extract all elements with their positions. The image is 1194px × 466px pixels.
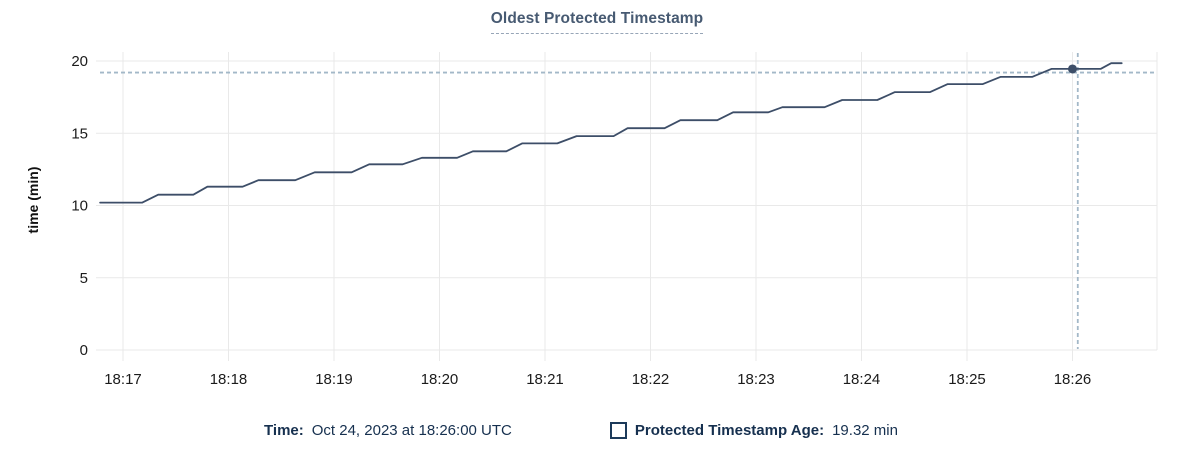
x-tick-label: 18:22 <box>632 371 670 388</box>
tooltip-age-value: 19.32 min <box>832 422 898 439</box>
x-tick-label: 18:18 <box>210 371 248 388</box>
chart-title: Oldest Protected Timestamp <box>490 10 704 34</box>
y-tick-label: 10 <box>71 198 88 215</box>
y-axis-title: time (min) <box>25 167 41 234</box>
y-tick-label: 20 <box>71 53 88 70</box>
x-tick-label: 18:19 <box>315 371 353 388</box>
x-tick-label: 18:24 <box>843 371 881 388</box>
highlight-point[interactable] <box>1068 64 1077 74</box>
x-tick-label: 18:20 <box>421 371 459 388</box>
data-line-protected-timestamp-age <box>99 62 1123 204</box>
x-tick-label: 18:17 <box>104 371 142 388</box>
tooltip-time-label: Time: <box>264 422 304 439</box>
x-tick-label: 18:21 <box>526 371 564 388</box>
chart-title-wrap: Oldest Protected Timestamp <box>0 10 1194 34</box>
tooltip-time-group: Time: Oct 24, 2023 at 18:26:00 UTC <box>264 422 512 439</box>
line-chart[interactable]: 0 5 10 15 20 18:17 18:18 18:19 18:20 18:21 18:22 18… <box>0 0 1194 400</box>
y-tick-label: 5 <box>80 270 88 287</box>
x-tick-label: 18:23 <box>737 371 775 388</box>
x-tick-label: 18:26 <box>1054 371 1092 388</box>
chart-tooltip-legend: Time: Oct 24, 2023 at 18:26:00 UTC Prote… <box>0 422 1178 439</box>
x-tick-label: 18:25 <box>948 371 986 388</box>
tooltip-age-label: Protected Timestamp Age: <box>634 422 825 439</box>
tooltip-age-group: Protected Timestamp Age: 19.32 min <box>609 422 898 439</box>
series-toggle-checkbox[interactable] <box>609 422 627 439</box>
y-tick-label: 0 <box>80 342 88 359</box>
tooltip-time-value: Oct 24, 2023 at 18:26:00 UTC <box>311 422 512 439</box>
y-tick-label: 15 <box>71 125 88 142</box>
